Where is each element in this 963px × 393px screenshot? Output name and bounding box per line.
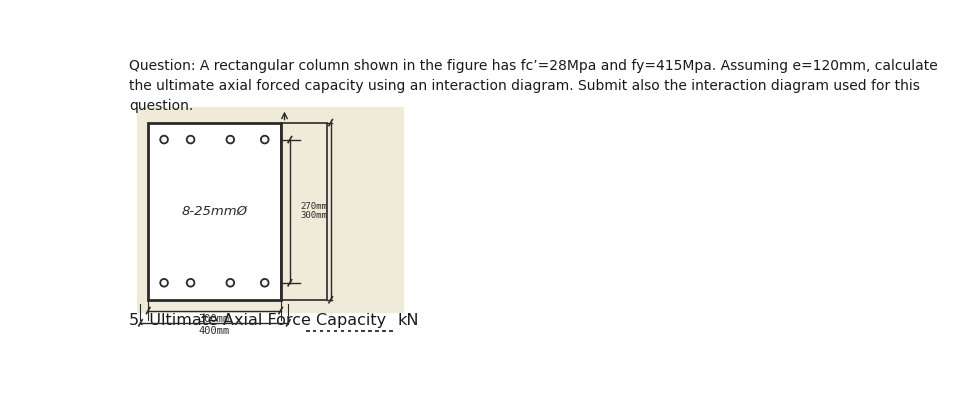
Circle shape [160, 136, 168, 143]
Circle shape [226, 136, 234, 143]
Text: 5. Ultimate Axial Force Capacity: 5. Ultimate Axial Force Capacity [129, 313, 386, 328]
Text: 300mm: 300mm [198, 314, 230, 323]
Text: Question: A rectangular column shown in the figure has fc’=28Mpa and fy=415Mpa. : Question: A rectangular column shown in … [129, 59, 938, 73]
Text: 300mm: 300mm [300, 211, 327, 220]
Circle shape [261, 136, 269, 143]
Text: kN: kN [398, 313, 419, 328]
Circle shape [187, 279, 195, 286]
Bar [280, 123, 326, 300]
Circle shape [226, 279, 234, 286]
Circle shape [160, 279, 168, 286]
Text: the ultimate axial forced capacity using an interaction diagram. Submit also the: the ultimate axial forced capacity using… [129, 79, 920, 93]
Circle shape [261, 279, 269, 286]
Circle shape [187, 136, 195, 143]
Text: question.: question. [129, 99, 194, 113]
Bar [137, 107, 403, 313]
Text: 400mm: 400mm [198, 326, 230, 336]
Bar [148, 123, 280, 300]
Text: 8-25mmØ: 8-25mmØ [181, 205, 247, 218]
Text: 270mm: 270mm [300, 202, 327, 211]
